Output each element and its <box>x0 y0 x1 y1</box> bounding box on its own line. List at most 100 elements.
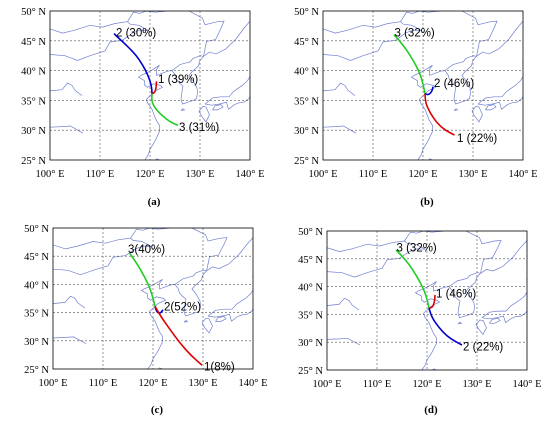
trajectory-cluster-3 <box>150 93 179 127</box>
longitude-tick-label: 120° E <box>409 169 438 180</box>
coastline <box>465 231 502 274</box>
latitude-tick-label: 40° N <box>294 67 319 78</box>
longitude-tick-label: 110° E <box>359 169 388 180</box>
coastline <box>471 106 483 123</box>
coastline <box>414 281 450 370</box>
longitude-tick-label: 120° E <box>136 169 165 180</box>
longitude-tick-label: 140° E <box>513 379 542 390</box>
latitude-tick-label: 25° N <box>298 366 323 377</box>
coastline <box>448 272 481 287</box>
coastline <box>137 64 173 160</box>
latitude-tick-label: 25° N <box>294 156 319 167</box>
coastline <box>327 297 360 311</box>
coastline <box>50 11 149 61</box>
coastline <box>53 295 86 309</box>
cluster-label: 2 (30%) <box>116 27 156 39</box>
cluster-label: 3 (32%) <box>397 243 437 255</box>
map-area <box>323 11 523 200</box>
longitude-tick-label: 100° E <box>36 169 65 180</box>
panel-d: 3 (32%) 1 (46%) 2 (22%) 100° E 110° E 120° E 1… <box>298 227 541 416</box>
cluster-label: 1 (39%) <box>158 74 198 86</box>
longitude-tick-label: 130° E <box>186 169 215 180</box>
coastline <box>198 106 210 123</box>
coastline <box>97 397 108 407</box>
coastline <box>477 76 523 105</box>
coastline <box>53 237 131 250</box>
latitude-tick-label: 30° N <box>298 338 323 349</box>
latitude-tick-label: 40° N <box>298 283 323 294</box>
map-frame <box>326 230 528 371</box>
latitude-tick-label: 40° N <box>24 280 49 291</box>
latitude-tick-label: 30° N <box>24 337 49 348</box>
cluster-label: 1 (46%) <box>436 288 476 300</box>
coastline <box>212 104 224 111</box>
longitude-tick-label: 130° E <box>459 169 488 180</box>
panel-caption: (b) <box>420 196 434 208</box>
coastline <box>207 289 253 317</box>
latitude-tick-label: 25° N <box>21 156 46 167</box>
coastline <box>171 55 204 71</box>
longitude-tick-label: 140° E <box>239 378 268 389</box>
coastline <box>50 125 84 134</box>
coastline <box>183 320 189 323</box>
latitude-tick-label: 45° N <box>24 252 49 263</box>
panel-caption: (c) <box>151 404 164 416</box>
coastline <box>50 21 128 34</box>
coastline <box>323 125 357 134</box>
cluster-label: 2(52%) <box>164 301 201 313</box>
longitude-tick-label: 130° E <box>189 378 218 389</box>
coastline <box>171 56 204 105</box>
trajectory-cluster-2 <box>151 81 158 95</box>
coastline <box>174 269 207 285</box>
panel-b: 3 (32%) 2 (46%) 1 (22%) 100° E 110° E 120° E 1… <box>294 7 537 208</box>
coastline <box>410 64 446 160</box>
latitude-tick-label: 50° N <box>21 7 46 18</box>
latitude-tick-label: 35° N <box>21 96 46 107</box>
latitude-tick-label: 30° N <box>294 126 319 137</box>
coastline <box>323 21 401 34</box>
coastline <box>53 228 152 276</box>
cluster-label: 3 (31%) <box>179 122 219 134</box>
coastline <box>476 20 523 57</box>
coastline <box>53 336 87 344</box>
panel-caption: (d) <box>424 404 438 416</box>
coastline <box>201 317 213 334</box>
coastline <box>371 397 382 407</box>
map-frame <box>49 10 251 161</box>
longitude-tick-label: 110° E <box>86 169 115 180</box>
latitude-tick-label: 40° N <box>21 67 46 78</box>
coastline <box>140 279 176 369</box>
coastline <box>444 56 477 105</box>
map-area <box>50 11 250 160</box>
coastline <box>323 11 422 61</box>
panel-c: 3(40%) 2(52%) 1(8%) 100° E 110° E 120° E 130° … <box>24 224 267 416</box>
trajectory-cluster-3 <box>428 308 463 346</box>
longitude-tick-label: 120° E <box>139 378 168 389</box>
coastline <box>489 317 501 324</box>
trajectory-cluster-1 <box>113 33 153 94</box>
coastline <box>448 273 481 319</box>
coastline <box>50 82 83 96</box>
latitude-tick-label: 45° N <box>21 37 46 48</box>
longitude-tick-label: 140° E <box>509 169 538 180</box>
latitude-tick-label: 50° N <box>294 7 319 18</box>
coastline <box>327 337 361 346</box>
coastline <box>188 11 225 57</box>
latitude-tick-label: 50° N <box>24 224 49 235</box>
coastline <box>191 228 228 271</box>
trajectory-cluster-2 <box>428 294 436 310</box>
coastline <box>457 321 463 325</box>
longitude-tick-label: 100° E <box>39 378 68 389</box>
coastline <box>180 108 186 111</box>
coastline <box>367 189 378 200</box>
coastline <box>323 82 356 96</box>
panel-a: 2 (30%) 1 (39%) 3 (31%) 100° E 110° E 120° E 1… <box>21 7 264 208</box>
trajectory-cluster-1 <box>393 34 426 94</box>
longitude-tick-label: 100° E <box>309 169 338 180</box>
cluster-label: 3(40%) <box>128 244 165 256</box>
map-frame <box>52 227 254 370</box>
latitude-tick-label: 45° N <box>298 255 323 266</box>
coastline <box>204 76 250 105</box>
longitude-tick-label: 130° E <box>463 379 492 390</box>
panel-caption: (a) <box>148 196 161 208</box>
